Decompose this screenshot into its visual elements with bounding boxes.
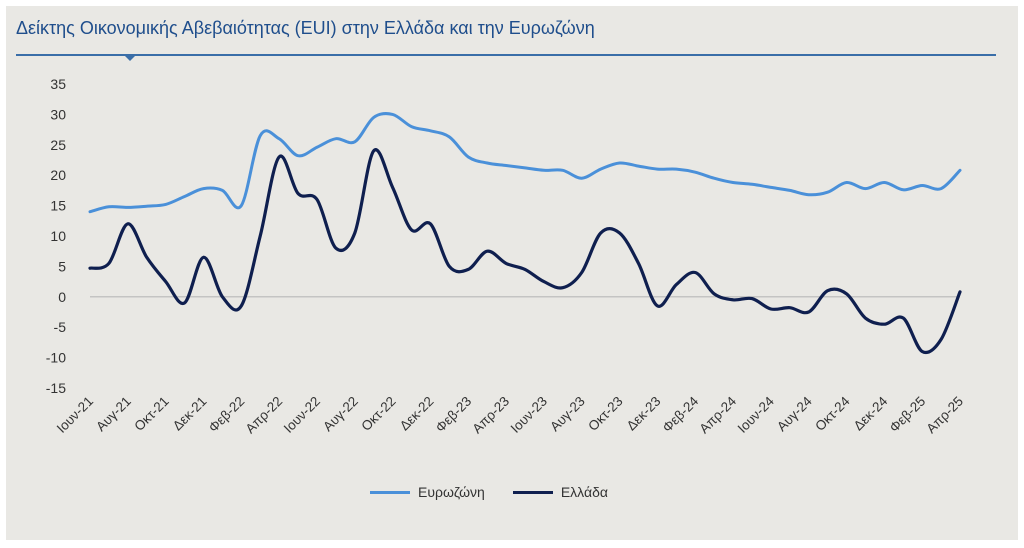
legend-item-eurozone: Ευρωζώνη <box>370 484 485 500</box>
x-tick-label: Οκτ-24 <box>812 393 853 434</box>
chart-panel <box>6 6 1018 540</box>
legend-swatch-eurozone <box>370 490 410 494</box>
x-tick-label: Απρ-23 <box>469 394 512 437</box>
legend-swatch-greece <box>512 490 553 494</box>
x-tick-label: Αυγ-22 <box>320 394 361 435</box>
x-tick-label: Δεκ-24 <box>851 393 891 433</box>
x-tick-label: Ιουν-22 <box>281 394 323 436</box>
x-tick-label: Φεβ-22 <box>206 394 248 436</box>
x-tick-label: Αυγ-23 <box>547 394 588 435</box>
x-axis: Ιουν-21Αυγ-21Οκτ-21Δεκ-21Φεβ-22Απρ-22Ιου… <box>54 393 966 436</box>
series-lines <box>88 112 962 355</box>
legend: Ευρωζώνη Ελλάδα <box>370 484 608 500</box>
x-tick-label: Αυγ-24 <box>774 393 815 434</box>
x-tick-label: Απρ-22 <box>242 394 285 437</box>
title-underline-notch <box>124 55 136 61</box>
y-tick-label: 10 <box>50 228 66 244</box>
legend-item-greece: Ελλάδα <box>512 484 608 500</box>
x-tick-label: Αυγ-21 <box>93 394 134 435</box>
x-tick-label: Ιουν-23 <box>508 394 550 436</box>
y-tick-label: 30 <box>50 106 66 122</box>
x-tick-label: Φεβ-24 <box>660 393 702 435</box>
y-tick-label: 20 <box>50 167 66 183</box>
series-line-greece <box>88 148 962 355</box>
y-tick-label: 25 <box>50 137 66 153</box>
x-tick-label: Δεκ-22 <box>397 394 437 434</box>
y-tick-label: -5 <box>54 319 67 335</box>
x-tick-label: Δεκ-21 <box>170 394 210 434</box>
x-tick-label: Απρ-25 <box>923 394 966 437</box>
x-tick-label: Οκτ-23 <box>585 394 625 434</box>
y-tick-label: 0 <box>58 289 66 305</box>
y-axis: 35 30 25 20 15 10 5 0 -5 -10 -15 <box>46 76 66 396</box>
x-tick-label: Δεκ-23 <box>624 394 664 434</box>
legend-label-greece: Ελλάδα <box>560 484 608 500</box>
y-tick-label: -15 <box>46 380 66 396</box>
y-tick-label: 15 <box>50 198 66 214</box>
y-tick-label: 5 <box>58 258 66 274</box>
x-tick-label: Ιουν-21 <box>54 394 96 436</box>
y-tick-label: 35 <box>50 76 66 92</box>
chart-title: Δείκτης Οικονομικής Αβεβαιότητας (EUI) σ… <box>16 18 595 38</box>
title-underline <box>16 54 996 56</box>
x-tick-label: Ιουν-24 <box>735 393 778 436</box>
x-tick-label: Οκτ-21 <box>131 394 171 434</box>
x-tick-label: Φεβ-23 <box>433 394 475 436</box>
x-tick-label: Φεβ-25 <box>887 394 929 436</box>
series-line-eurozone <box>88 112 962 214</box>
y-tick-label: -10 <box>46 350 66 366</box>
x-tick-label: Οκτ-22 <box>358 394 398 434</box>
x-tick-label: Απρ-24 <box>696 393 739 436</box>
legend-label-eurozone: Ευρωζώνη <box>418 484 485 500</box>
